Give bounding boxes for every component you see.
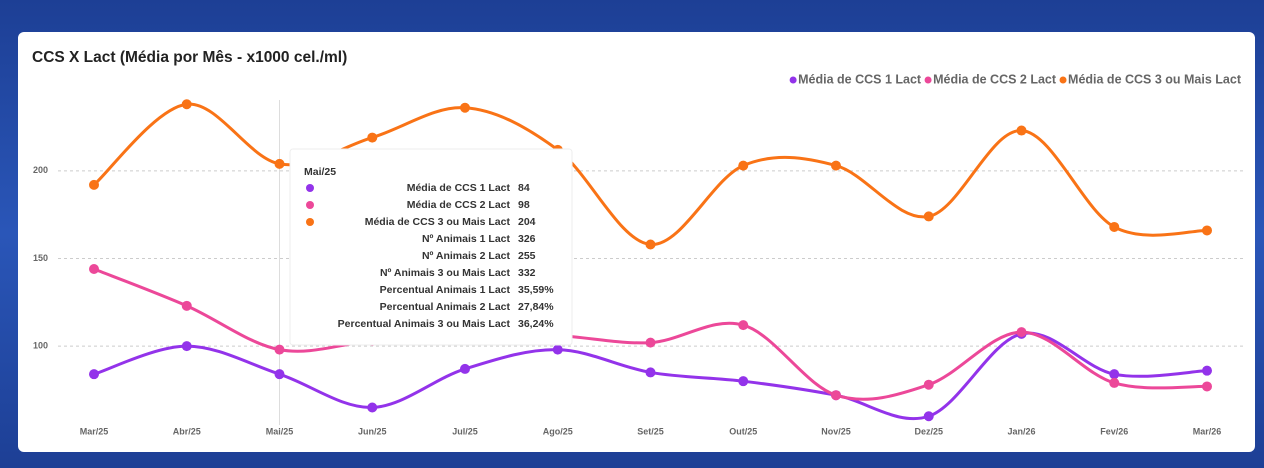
data-point [1109, 221, 1120, 232]
data-point [89, 264, 99, 275]
data-point [1202, 381, 1212, 392]
data-point [923, 411, 934, 422]
x-tick-label: Out/25 [729, 426, 757, 436]
data-point [181, 99, 192, 110]
tooltip-label: Nº Animais 2 Lact [422, 250, 511, 262]
tooltip-label: Nº Animais 3 ou Mais Lact [380, 267, 511, 279]
data-point [738, 160, 749, 171]
x-tick-label: Dez/25 [914, 426, 943, 436]
tooltip-title: Mai/25 [304, 166, 336, 178]
chart-title: CCS X Lact (Média por Mês - x1000 cel./m… [32, 49, 347, 66]
tooltip-value: 332 [518, 267, 536, 279]
legend-marker [924, 76, 932, 84]
data-point [274, 158, 285, 169]
tooltip-value: 36,24% [518, 318, 554, 330]
data-point [645, 239, 656, 250]
tooltip-value: 27,84% [518, 301, 554, 313]
data-point [645, 367, 656, 378]
y-tick-label: 150 [33, 253, 48, 263]
y-tick-label: 100 [33, 341, 48, 351]
legend-label: Média de CCS 2 Lact [933, 72, 1057, 86]
tooltip-value: 255 [518, 250, 536, 262]
tooltip-marker [306, 201, 314, 209]
data-point [274, 369, 285, 380]
data-point [1016, 327, 1027, 338]
tooltip: Mai/25 Média de CCS 1 Lact 84 Média de CCS … [289, 148, 573, 346]
tooltip-label: Nº Animais 1 Lact [422, 233, 511, 245]
x-tick-label: Abr/25 [173, 426, 201, 436]
x-tick-label: Mar/25 [80, 426, 109, 436]
x-tick-label: Jan/26 [1007, 426, 1035, 436]
data-point [460, 102, 470, 113]
x-tick-label: Set/25 [637, 426, 664, 436]
x-tick-label: Jun/25 [358, 426, 387, 436]
card [18, 32, 1255, 452]
tooltip-label: Percentual Animais 3 ou Mais Lact [338, 318, 511, 330]
data-point [552, 344, 563, 355]
data-point [923, 211, 934, 222]
legend-label: Média de CCS 3 ou Mais Lact [1068, 72, 1242, 86]
tooltip-value: 35,59% [518, 284, 554, 296]
tooltip-label: Média de CCS 2 Lact [407, 199, 511, 211]
data-point [645, 337, 656, 348]
tooltip-value: 84 [518, 182, 530, 194]
data-point [181, 300, 192, 311]
y-tick-label: 200 [33, 165, 48, 175]
tooltip-label: Percentual Animais 1 Lact [380, 284, 511, 296]
data-point [1202, 225, 1212, 236]
data-point [367, 402, 378, 413]
data-point [738, 376, 749, 387]
x-tick-label: Ago/25 [543, 426, 573, 436]
tooltip-marker [306, 218, 314, 226]
data-point [89, 179, 99, 190]
legend-marker [1059, 76, 1067, 84]
tooltip-label: Média de CCS 1 Lact [407, 182, 511, 194]
data-point [89, 369, 99, 380]
data-point [1109, 377, 1120, 388]
x-tick-label: Mar/26 [1193, 426, 1222, 436]
tooltip-value: 326 [518, 233, 536, 245]
x-tick-label: Jul/25 [452, 426, 478, 436]
data-point [367, 132, 378, 143]
legend-marker [789, 76, 797, 84]
data-point [831, 160, 841, 171]
tooltip-marker [306, 184, 314, 192]
x-tick-label: Mai/25 [266, 426, 294, 436]
data-point [1109, 369, 1120, 380]
data-point [460, 363, 470, 374]
x-tick-label: Nov/25 [821, 426, 851, 436]
data-point [181, 341, 192, 352]
x-tick-label: Fev/26 [1100, 426, 1128, 436]
data-point [831, 390, 841, 401]
data-point [274, 344, 285, 355]
tooltip-label: Percentual Animais 2 Lact [380, 301, 511, 313]
tooltip-label: Média de CCS 3 ou Mais Lact [365, 216, 511, 228]
tooltip-value: 98 [518, 199, 530, 211]
tooltip-box [289, 148, 573, 346]
data-point [1202, 365, 1212, 376]
legend-label: Média de CCS 1 Lact [798, 72, 922, 86]
tooltip-value: 204 [518, 216, 536, 228]
data-point [1016, 125, 1027, 136]
data-point [738, 320, 749, 331]
data-point [923, 379, 934, 390]
